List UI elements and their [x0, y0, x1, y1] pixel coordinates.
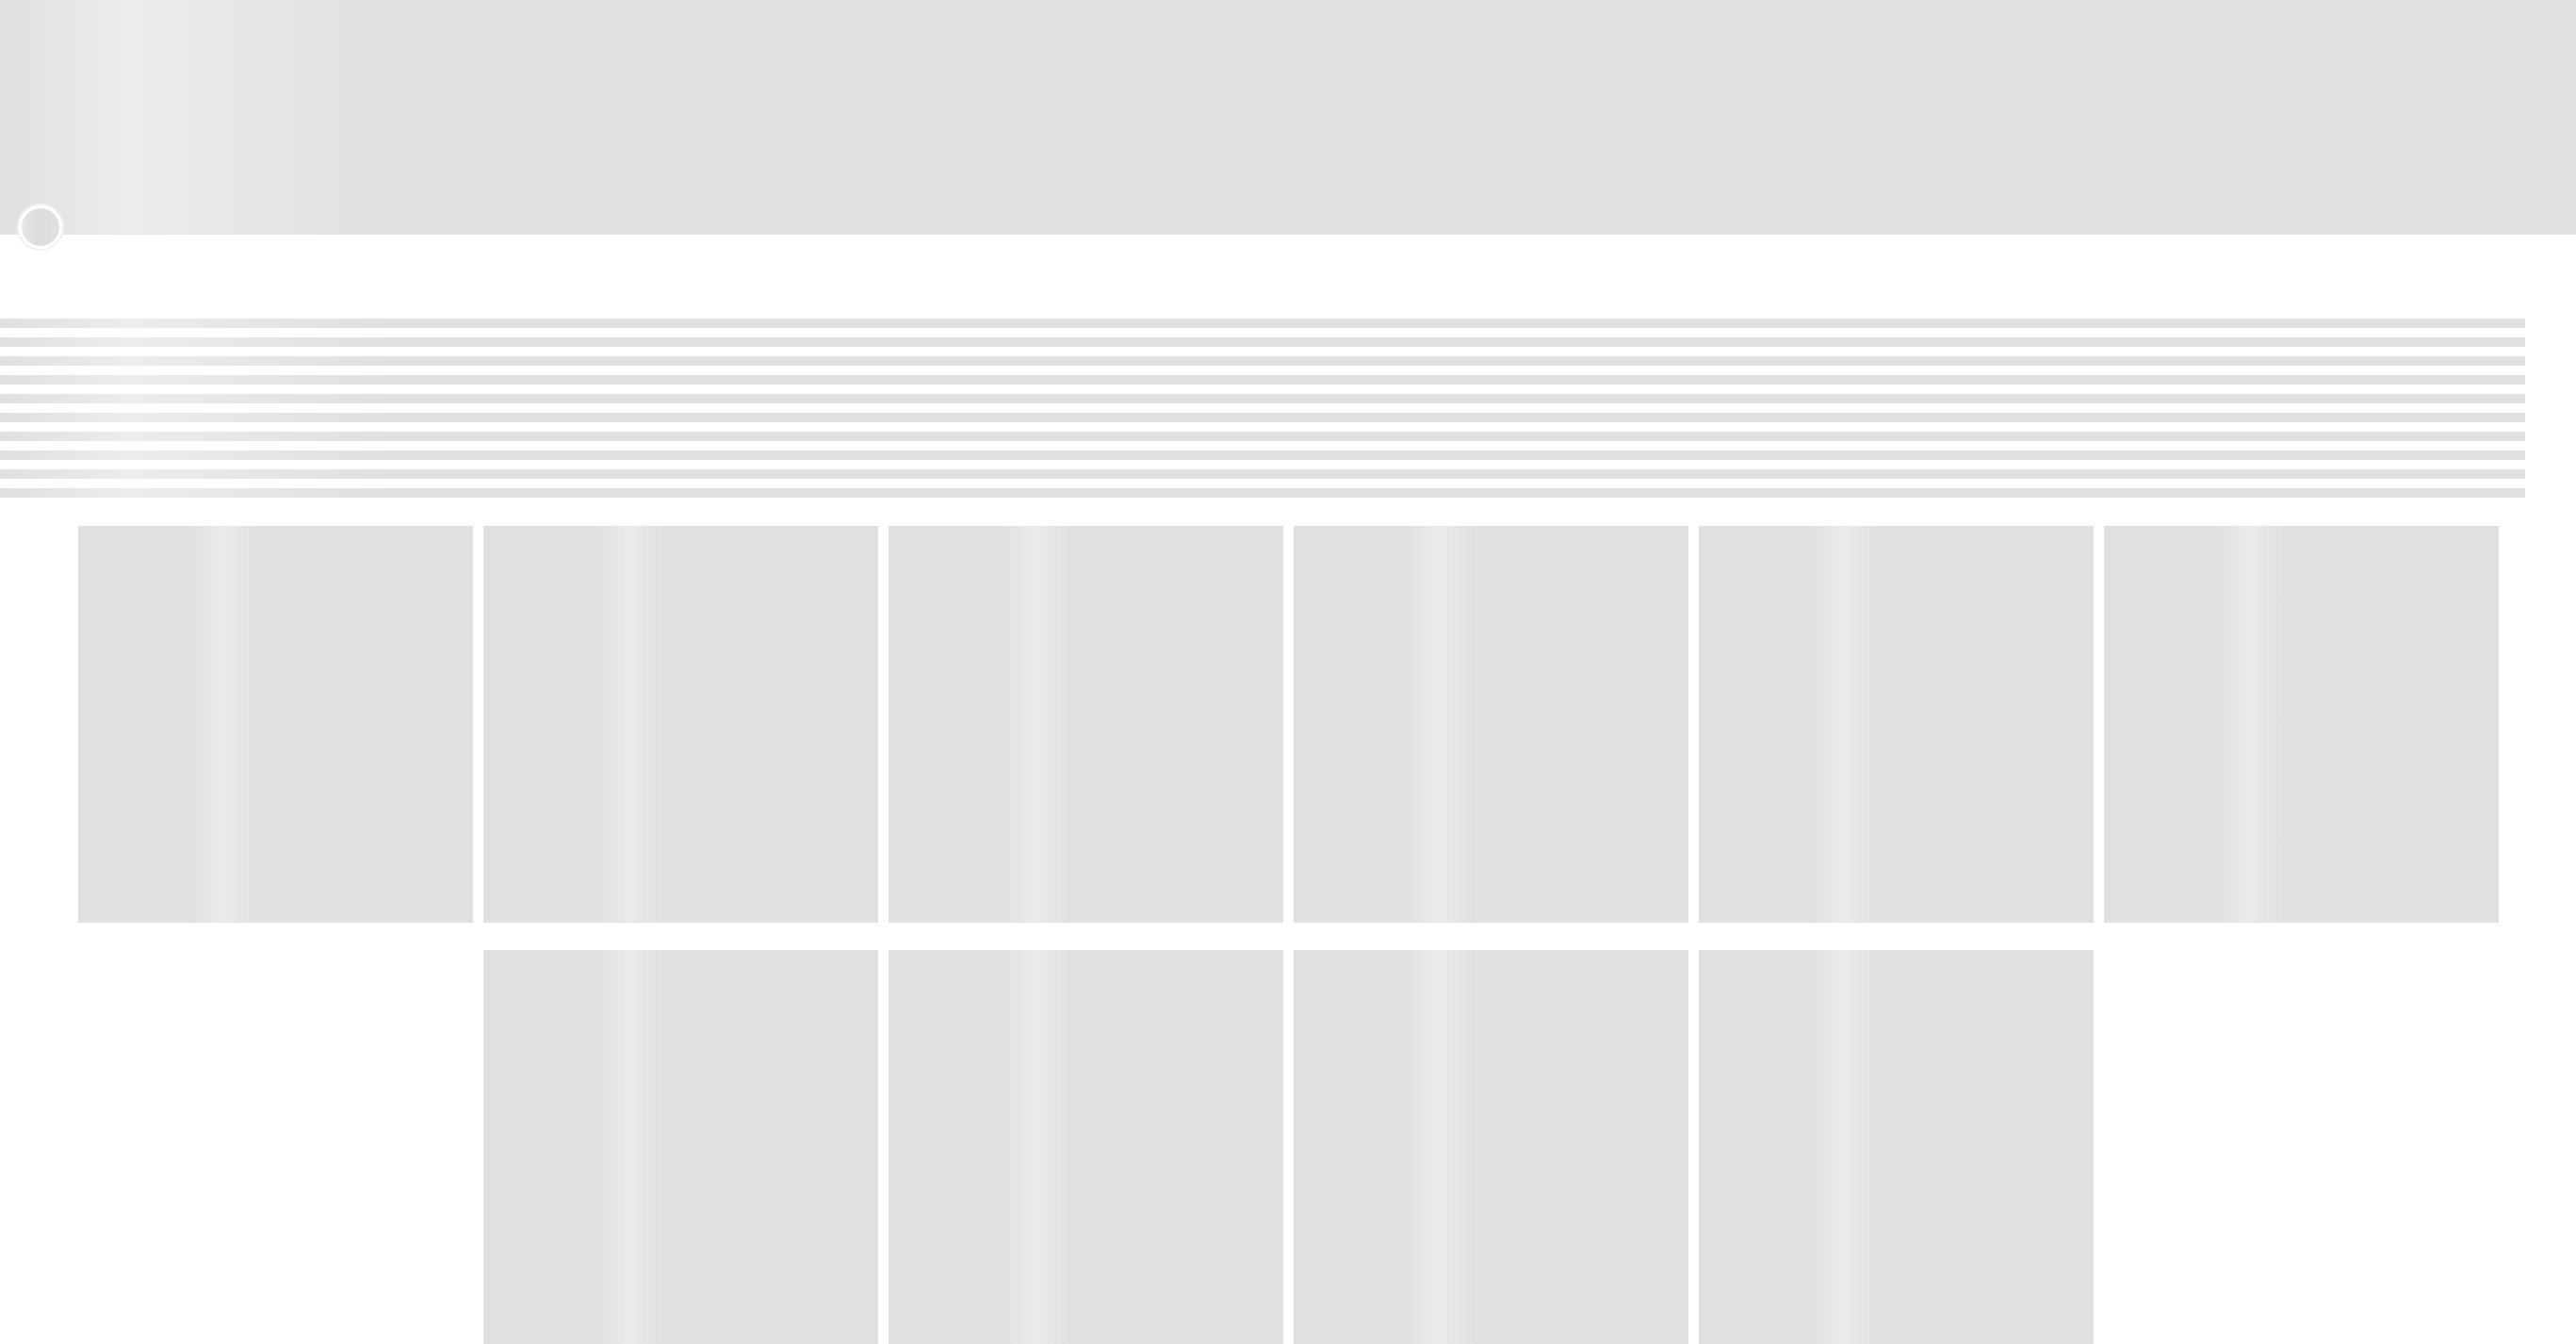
avatar-placeholder: [17, 204, 64, 251]
text-line-placeholder: [0, 432, 2525, 441]
text-line-placeholder: [0, 356, 2525, 366]
gallery-card-placeholder: [2103, 526, 2499, 923]
gallery-card-placeholder: [1293, 526, 1688, 923]
bio-text-placeholder: [0, 319, 2525, 507]
text-line-placeholder: [0, 451, 2525, 460]
text-line-placeholder: [0, 488, 2525, 498]
gallery-card-placeholder: [888, 950, 1283, 1344]
gallery-card-placeholder: [482, 526, 878, 923]
gallery-card-placeholder: [1698, 950, 2094, 1344]
text-line-placeholder: [0, 375, 2525, 385]
text-line-placeholder: [0, 337, 2525, 347]
gallery-card-placeholder: [1293, 950, 1688, 1344]
gallery-card-placeholder: [77, 526, 473, 923]
avatar-icon: [22, 208, 59, 246]
text-line-placeholder: [0, 413, 2525, 422]
text-line-placeholder: [0, 469, 2525, 479]
text-line-placeholder: [0, 319, 2525, 328]
gallery-row-1: [0, 526, 2576, 923]
gallery-card-placeholder: [1698, 526, 2094, 923]
cover-image-placeholder: [0, 0, 2576, 235]
gallery-row-2: [0, 950, 2576, 1344]
text-line-placeholder: [0, 394, 2525, 403]
gallery-card-placeholder: [482, 950, 878, 1344]
gallery-card-placeholder: [888, 526, 1283, 923]
